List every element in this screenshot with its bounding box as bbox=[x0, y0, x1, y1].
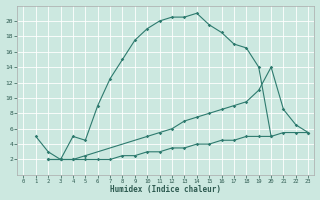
X-axis label: Humidex (Indice chaleur): Humidex (Indice chaleur) bbox=[110, 185, 221, 194]
